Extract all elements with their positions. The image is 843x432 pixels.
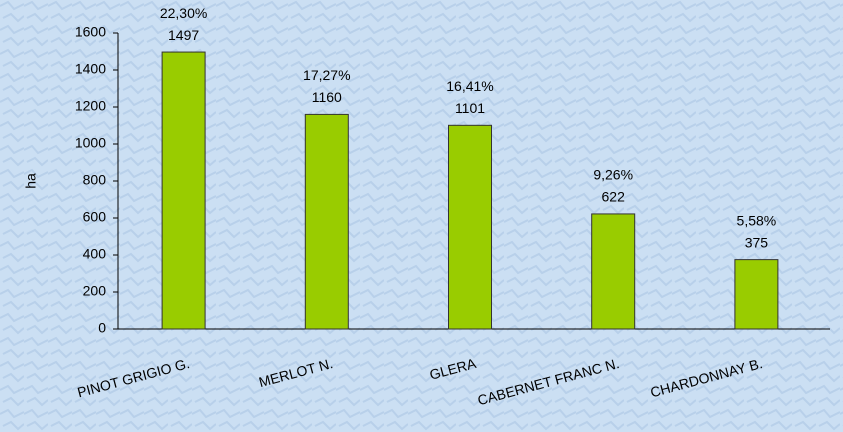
- percent-label: 5,58%: [737, 212, 777, 228]
- y-axis-label: ha: [23, 173, 39, 189]
- bar: [448, 124, 492, 330]
- bar: [734, 259, 779, 330]
- y-tick-label: 400: [83, 246, 107, 262]
- percent-label: 22,30%: [160, 5, 207, 21]
- y-tick-label: 1600: [75, 24, 106, 40]
- y-tick-label: 200: [83, 283, 107, 299]
- y-tick-label: 1200: [75, 98, 106, 114]
- y-tick-label: 0: [98, 320, 106, 336]
- value-label: 375: [745, 234, 769, 250]
- percent-label: 17,27%: [303, 67, 350, 83]
- bar: [304, 113, 349, 330]
- value-label: 622: [602, 189, 626, 205]
- value-label: 1101: [455, 100, 485, 116]
- y-tick-label: 800: [83, 172, 107, 188]
- y-tick-label: 1400: [75, 61, 106, 77]
- bar: [591, 213, 636, 330]
- bar: [161, 51, 206, 330]
- value-label: 1497: [168, 27, 199, 43]
- percent-label: 9,26%: [593, 167, 633, 183]
- y-tick-label: 1000: [75, 135, 106, 151]
- percent-label: 16,41%: [446, 78, 493, 94]
- value-label: 1160: [312, 89, 342, 105]
- y-tick-label: 600: [83, 209, 107, 225]
